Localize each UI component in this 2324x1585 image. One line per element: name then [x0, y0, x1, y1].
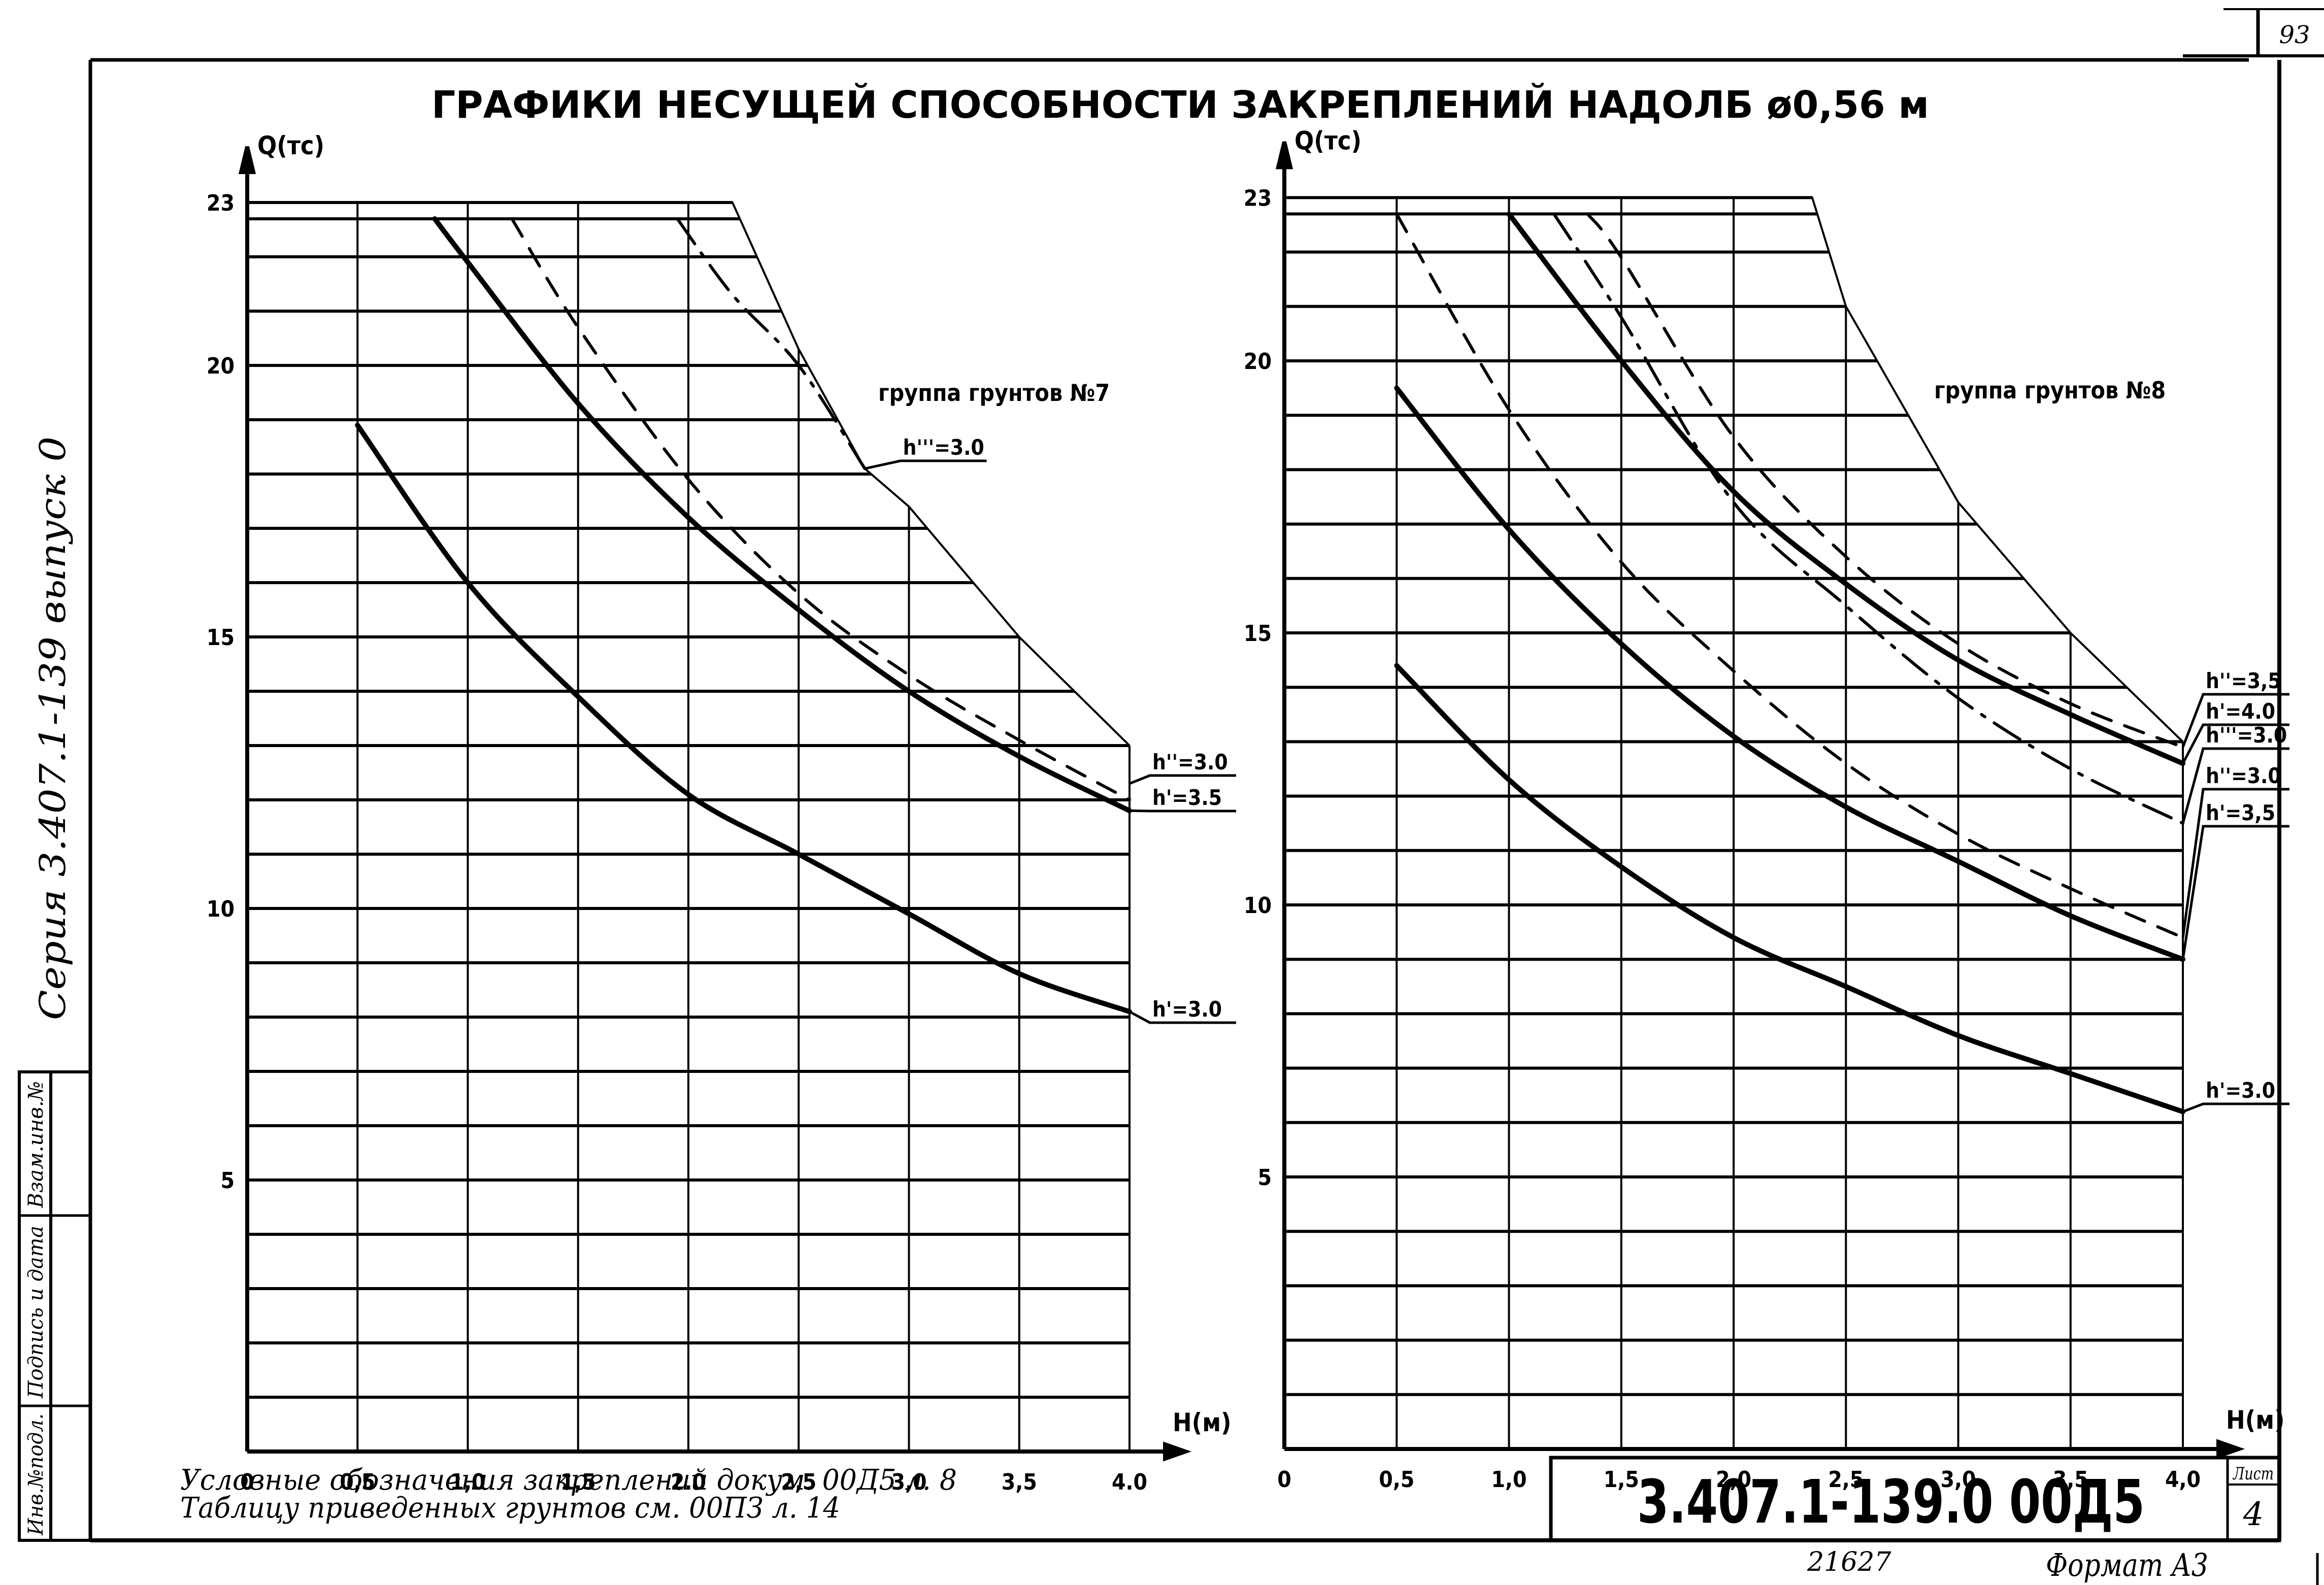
x-tick-label: 1,5	[1604, 1467, 1639, 1493]
axes	[1275, 141, 2245, 1459]
y-axis-label: Q(тс)	[257, 131, 324, 160]
x-tick-label: 2,5	[1828, 1467, 1864, 1493]
x-tick-label: 0,5	[340, 1469, 375, 1495]
page-number-top: 93	[2279, 21, 2310, 49]
series-h---3.0	[510, 217, 1131, 801]
y-tick-label: 10	[207, 896, 235, 922]
sheet-number: 4	[2243, 1496, 2264, 1533]
annotation-leader	[2181, 825, 2289, 960]
grid-vertical	[356, 203, 1131, 1452]
y-tick-label: 20	[1244, 349, 1272, 375]
x-tick-label: 3,5	[1002, 1469, 1037, 1495]
annotation-label: h''=3.0	[1152, 750, 1228, 774]
x-axis-label: H(м)	[1173, 1408, 1232, 1437]
y-tick-label: 10	[1244, 893, 1272, 919]
annotation-label: h'=3.0	[1152, 997, 1222, 1022]
series-h--3.5	[432, 216, 1132, 814]
chart-title: группа грунтов №7	[878, 379, 1110, 407]
x-tick-label: 4.0	[1112, 1469, 1147, 1495]
x-tick-label: 1,5	[560, 1469, 596, 1495]
series-h----3.0	[676, 217, 867, 470]
annotation-leader	[1129, 774, 1236, 785]
x-tick-label: 1,0	[450, 1469, 485, 1495]
series-h---3.5	[1586, 212, 2184, 749]
sheet-frame	[18, 8, 2324, 1585]
x-tick-label: 3,5	[2053, 1467, 2088, 1493]
chart-title: группа грунтов №8	[1934, 377, 2166, 404]
capacity-envelope	[1284, 196, 2184, 743]
series-side-label: Серия 3.407.1-139 выпуск 0	[32, 436, 74, 1020]
annotation-leader	[2181, 788, 2289, 938]
x-tick-label: 4,0	[2165, 1467, 2201, 1493]
annotation-leader	[2182, 1102, 2289, 1113]
grid-vertical	[1396, 197, 2184, 1449]
annotation-leader	[865, 459, 987, 470]
series-h--3.0	[1394, 663, 2185, 1115]
chart-soil-group-8: 0 0,5 1,0 1,5 2,0 2,5 3,0 3,5 4,0 5 10 15 20 23 H(м) Q(…	[1244, 126, 2289, 1493]
annotation-leader	[2181, 693, 2289, 748]
x-tick-label: 0,5	[1379, 1467, 1414, 1493]
y-tick-label: 23	[1244, 185, 1272, 211]
y-tick-label: 23	[207, 190, 235, 216]
notes-line-1: Условные обозначения закреплений докум. …	[180, 1464, 957, 1497]
series-h---3.0	[1395, 212, 2184, 939]
series-h--3.0	[355, 422, 1132, 1015]
axes	[238, 146, 1192, 1462]
annotation-label: h''=3,5	[2206, 668, 2281, 693]
y-tick-label: 5	[1257, 1165, 1272, 1191]
annotation-label: h'=3.5	[1152, 785, 1222, 810]
annotation-leader	[2181, 747, 2289, 824]
x-tick-label: 3,0	[1940, 1467, 1976, 1493]
y-tick-label: 15	[1244, 621, 1272, 647]
annotation-label: h'=3.0	[2206, 1078, 2275, 1103]
x-axis-label: H(м)	[2226, 1405, 2285, 1435]
paper-format: Формат А3	[2046, 1546, 2208, 1583]
sheet-label: Лист	[2232, 1464, 2274, 1484]
annotation-label: h'''=3.0	[903, 435, 984, 460]
inventory-number: 21627	[1807, 1547, 1891, 1577]
annotation-label: h''=3.0	[2206, 763, 2281, 788]
x-tick-label: 1,0	[1491, 1467, 1526, 1493]
annotation-leader	[2181, 723, 2289, 764]
y-tick-label: 15	[207, 625, 235, 651]
annotation-label: h'=3,5	[2206, 800, 2275, 825]
sheet-title: ГРАФИКИ НЕСУЩЕЙ СПОСОБНОСТИ ЗАКРЕПЛЕНИЙ …	[431, 82, 1929, 127]
x-tick-label: 0	[1277, 1467, 1291, 1493]
y-tick-label: 5	[220, 1168, 235, 1194]
y-tick-label: 20	[207, 353, 235, 379]
x-tick-label: 2,0	[1716, 1467, 1751, 1493]
annotation-leader	[1128, 1010, 1236, 1024]
series-h--4.0	[1506, 211, 2185, 766]
series-h--3.5	[1394, 385, 2185, 962]
stamp-cell-label: Подпись и дата	[24, 1226, 48, 1399]
x-tick-label: 0	[240, 1469, 254, 1495]
stamp-cell-label: Инв.№подл.	[24, 1413, 48, 1536]
notes-line-2: Таблицу приведенных грунтов см. 00ПЗ л. …	[180, 1492, 840, 1525]
annotation-label: h'''=3.0	[2206, 723, 2287, 748]
chart-soil-group-7: 0 0,5 1,0 1,5 2.0 2,5 3,0 3,5 4.0 5 10 15 20 23 H(м) Q(…	[207, 131, 1236, 1495]
x-tick-label: 2.0	[671, 1469, 706, 1495]
annotation-label: h'=4.0	[2206, 699, 2275, 724]
x-tick-label: 3,0	[891, 1469, 926, 1495]
series-h----3.0	[1552, 212, 2184, 825]
stamp-labels: Инв.№подл. Подпись и дата Взам.инв.№	[24, 1081, 48, 1536]
stamp-cell-label: Взам.инв.№	[24, 1081, 48, 1208]
x-tick-label: 2,5	[781, 1469, 816, 1495]
y-axis-label: Q(тс)	[1294, 126, 1362, 155]
document-code: 3.407.1-139.0 00Д5	[1637, 1467, 2145, 1537]
